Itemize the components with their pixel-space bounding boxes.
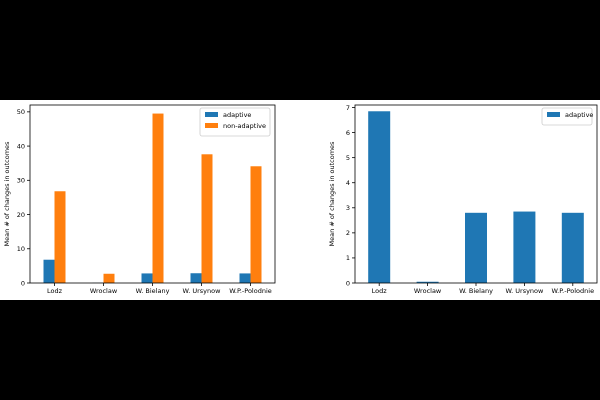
bar-adaptive-1 [368,111,391,283]
y-axis-label: Mean # of changes in outcomes [328,141,336,247]
x-tick-label: W. Ursynow [183,287,222,295]
y-tick-label: 6 [346,129,350,137]
x-tick-label: Wroclaw [414,287,442,295]
legend-label: non-adaptive [223,122,266,130]
legend: adaptive [541,107,593,126]
y-tick-label: 7 [346,104,350,112]
y-tick-label: 1 [346,254,350,262]
y-tick-label: 20 [17,211,25,219]
x-tick-label: Lodz [47,287,63,295]
legend-swatch [205,123,218,128]
bar-non-adaptive-1 [54,191,66,283]
y-axis-label: Mean # of changes in outcomes [3,141,11,247]
bar-adaptive-4 [190,273,202,283]
y-tick-label: 0 [21,279,25,287]
legend-label: adaptive [223,111,251,119]
figure: 0 10 20 30 40 50 Lodz Wroclaw W. Bielany W. Ursyn… [0,100,600,300]
y-tick-label: 10 [17,245,25,253]
y-tick-label: 5 [346,154,350,162]
bar-adaptive-5 [561,212,584,283]
x-tick-label: W.P.-Polodnie [552,287,595,295]
x-tick-label: Lodz [372,287,388,295]
y-tick-label: 2 [346,229,350,237]
legend-swatch [205,112,218,117]
x-tick-label: W. Bielany [136,287,170,295]
y-tick-label: 40 [17,142,25,150]
bar-non-adaptive-5 [250,166,262,283]
y-tick-label: 3 [346,204,350,212]
bar-adaptive-1 [43,259,55,283]
legend: adaptive non-adaptive [199,107,271,137]
bar-non-adaptive-4 [201,154,213,283]
bar-adaptive-3 [465,212,487,283]
bar-adaptive-3 [141,273,153,283]
y-tick-label: 50 [17,108,25,116]
x-tick-label: W.P.-Polodnie [229,287,272,295]
chart-1: 0 10 20 30 40 50 Lodz Wroclaw W. Bielany W. Ursyn… [3,104,276,295]
y-tick-label: 30 [17,177,25,185]
y-tick-label: 4 [346,179,350,187]
legend-swatch [547,112,560,117]
chart-2: 0 1 2 3 4 5 6 7 Lodz Wroclaw W. Bielany W. Ursynow W… [328,104,598,295]
bar-adaptive-4 [513,211,536,283]
legend-label: adaptive [565,111,593,119]
x-tick-label: W. Ursynow [505,287,544,295]
bar-non-adaptive-2 [103,273,115,283]
x-tick-label: W. Bielany [459,287,493,295]
x-tick-label: Wroclaw [90,287,118,295]
bar-adaptive-2 [416,281,439,283]
bar-adaptive-5 [239,273,251,283]
bar-non-adaptive-3 [152,113,164,283]
y-tick-label: 0 [346,279,350,287]
